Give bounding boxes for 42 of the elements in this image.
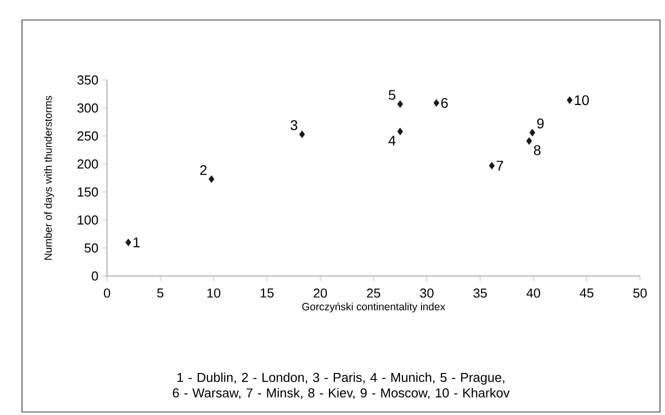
x-axis-title: Gorczyński continentality index: [302, 302, 446, 312]
x-tick-label: 5: [157, 288, 164, 298]
y-tick-label: 0: [92, 271, 98, 281]
y-tick-label: 250: [78, 131, 98, 141]
annotation: 1: [134, 238, 140, 248]
annotation: 8: [534, 145, 540, 156]
annotation: 4: [388, 136, 396, 146]
point: [526, 137, 532, 145]
text: 1 - Dublin, 2 - London, 3 - Paris, 4 - Munich, 5 - Prague, 6 - Warsaw, 7 - Minsk, 8 - Kiev, 9 - Moscow, 10 - Kharkov: [172, 372, 510, 399]
y-tick-label: 300: [77, 103, 98, 113]
annotation: 10: [574, 95, 589, 106]
point: [397, 128, 404, 136]
x-tick-label: 30: [420, 288, 434, 298]
x-tick-label: 20: [314, 288, 327, 298]
x-tick-label: 50: [633, 288, 647, 298]
y-axis-title: Number of days with thunderstorms: [44, 96, 54, 260]
point: [299, 130, 305, 138]
point: [488, 162, 495, 170]
x-tick-label: 40: [526, 288, 540, 298]
point: [397, 100, 404, 108]
point: [434, 99, 440, 107]
annotation: 7: [496, 160, 504, 170]
annotation: 3: [290, 120, 298, 130]
x-tick-label: 25: [366, 288, 380, 298]
y-tick-label: 100: [78, 215, 98, 225]
annotation: 9: [537, 118, 544, 128]
x-tick-label: 15: [260, 288, 274, 298]
x-tick-label: 45: [580, 288, 594, 298]
annotation: 6: [441, 98, 448, 108]
annotation: 5: [388, 90, 396, 100]
x-tick-label: 35: [473, 288, 487, 298]
point: [529, 128, 536, 136]
y-tick-label: 50: [84, 243, 98, 253]
y-tick-label: 200: [78, 159, 98, 169]
y-tick-label: 150: [78, 187, 98, 197]
y-tick-label: 350: [77, 75, 98, 85]
x-tick-label: 10: [207, 288, 220, 298]
x-tick-label: 0: [104, 288, 110, 298]
point: [125, 238, 132, 246]
point: [208, 175, 214, 183]
annotation: 2: [200, 165, 207, 175]
point: [566, 96, 573, 104]
